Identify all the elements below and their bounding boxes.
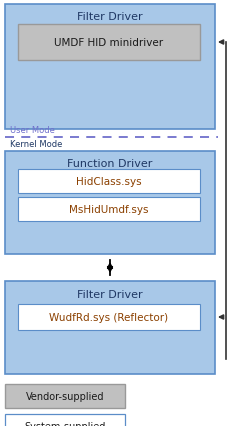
Bar <box>5 414 125 426</box>
Text: User Mode: User Mode <box>10 126 55 135</box>
Text: WudfRd.sys (Reflector): WudfRd.sys (Reflector) <box>50 312 169 322</box>
Text: Filter Driver: Filter Driver <box>77 289 143 299</box>
Text: Kernel Mode: Kernel Mode <box>10 140 62 149</box>
Text: UMDF HID minidriver: UMDF HID minidriver <box>54 38 163 48</box>
Text: Function Driver: Function Driver <box>67 158 153 169</box>
Bar <box>18 198 200 222</box>
Bar <box>18 304 200 330</box>
Bar <box>5 152 215 254</box>
Text: HidClass.sys: HidClass.sys <box>76 177 142 187</box>
Text: MsHidUmdf.sys: MsHidUmdf.sys <box>69 204 149 215</box>
Bar <box>18 170 200 193</box>
Text: Filter Driver: Filter Driver <box>77 12 143 22</box>
Text: System-supplied: System-supplied <box>24 421 106 426</box>
Bar <box>5 281 215 374</box>
Text: Vendor-supplied: Vendor-supplied <box>26 391 104 401</box>
Bar <box>5 5 215 130</box>
Bar <box>18 25 200 61</box>
Bar <box>5 384 125 408</box>
